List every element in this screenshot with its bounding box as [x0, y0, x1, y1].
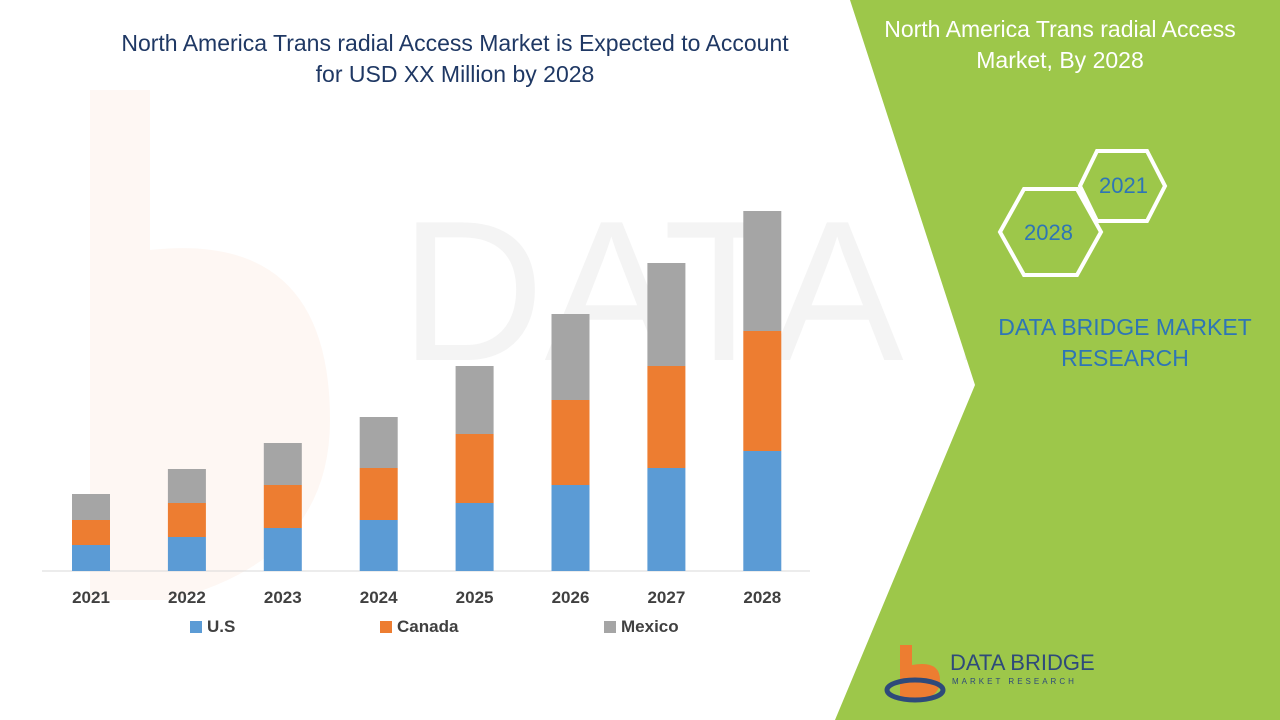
legend-label-canada: Canada: [397, 617, 459, 636]
bar-2022-canada: [167, 503, 206, 537]
x-tick-label: 2023: [263, 588, 302, 607]
hex-year-2028: 2028: [1024, 220, 1073, 245]
hexagon-2028: [997, 187, 1104, 277]
hex-year-2021: 2021: [1099, 173, 1148, 198]
bar-2023-mexico: [263, 443, 302, 485]
bar-2024-us: [359, 520, 398, 571]
x-tick-label: 2024: [359, 588, 398, 607]
bar-2025-us: [455, 503, 494, 571]
logo-icon: [884, 645, 946, 703]
x-tick-label: 2021: [72, 588, 110, 607]
bar-2022-us: [167, 537, 206, 571]
bar-2023-us: [263, 528, 302, 571]
bar-2028-us: [743, 451, 782, 571]
bar-2021-canada: [72, 520, 110, 545]
bar-2027-mexico: [647, 263, 686, 366]
hexagon-2021: [1077, 149, 1168, 223]
bar-2021-us: [72, 545, 110, 571]
chart-title: North America Trans radial Access Market…: [121, 30, 789, 87]
brand-text: DATA BRIDGE MARKET RESEARCH: [998, 314, 1252, 371]
legend-swatch-us: [190, 621, 202, 633]
bar-2024-mexico: [359, 417, 398, 468]
legend-label-mexico: Mexico: [621, 617, 679, 636]
bar-2024-canada: [359, 468, 398, 520]
x-tick-label: 2026: [551, 588, 590, 607]
legend-item-mexico: Mexico: [604, 617, 679, 637]
bar-2026-us: [551, 485, 590, 571]
x-tick-label: 2028: [743, 588, 782, 607]
logo-name: DATA BRIDGE: [950, 650, 1095, 675]
bar-2025-mexico: [455, 366, 494, 434]
bars-group: [72, 211, 782, 571]
x-tick-label: 2022: [167, 588, 206, 607]
bar-2022-mexico: [167, 469, 206, 503]
logo-tagline: MARKET RESEARCH: [952, 677, 1077, 686]
bar-2026-canada: [551, 400, 590, 485]
legend-item-canada: Canada: [380, 617, 458, 637]
bar-2028-mexico: [743, 211, 782, 331]
bar-2028-canada: [743, 331, 782, 451]
x-tick-label: 2027: [647, 588, 686, 607]
legend-swatch-mexico: [604, 621, 616, 633]
bar-2027-canada: [647, 366, 686, 468]
legend-swatch-canada: [380, 621, 392, 633]
side-panel-bg: [835, 0, 1280, 720]
side-panel-title: North America Trans radial Access Market…: [884, 16, 1236, 73]
bar-2025-canada: [455, 434, 494, 503]
bar-2021-mexico: [72, 494, 110, 520]
legend-item-us: U.S: [190, 617, 235, 637]
x-tick-label: 2025: [455, 588, 494, 607]
bar-2026-mexico: [551, 314, 590, 400]
bar-2027-us: [647, 468, 686, 571]
bar-2023-canada: [263, 485, 302, 528]
legend-label-us: U.S: [207, 617, 236, 636]
